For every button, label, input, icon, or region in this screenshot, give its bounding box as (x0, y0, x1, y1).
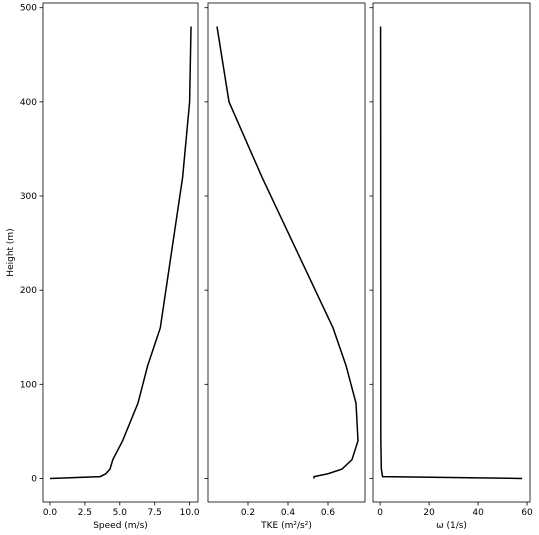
x-tick-label: 0 (377, 508, 383, 518)
profile-line (216, 26, 359, 479)
y-tick-label: 500 (20, 4, 37, 14)
x-axis-label: ω (1/s) (436, 521, 467, 531)
y-tick-label: 100 (20, 380, 37, 390)
y-tick-label: 0 (31, 474, 37, 484)
x-axis-label: TKE (m²/s²) (260, 521, 312, 531)
x-tick-label: 0.6 (321, 508, 336, 518)
profile-line (49, 26, 192, 480)
x-tick-label: 2.5 (78, 508, 92, 518)
y-tick-label: 300 (20, 192, 37, 202)
x-tick-label: 60 (521, 508, 533, 518)
x-tick-label: 5.0 (113, 508, 128, 518)
x-tick-label: 40 (472, 508, 484, 518)
axes-frame (372, 2, 531, 503)
profile-line (379, 26, 523, 480)
x-tick-label: 0.4 (281, 508, 296, 518)
x-tick-label: 0.0 (43, 508, 58, 518)
x-tick-label: 0.2 (241, 508, 255, 518)
x-axis-label: Speed (m/s) (93, 521, 148, 531)
x-tick-label: 7.5 (148, 508, 162, 518)
y-tick-label: 400 (20, 98, 37, 108)
axes-frame (207, 2, 366, 503)
y-axis-label: Height (m) (6, 228, 16, 276)
x-tick-label: 20 (423, 508, 435, 518)
x-tick-label: 10.0 (180, 508, 200, 518)
axes-frame (42, 2, 199, 503)
y-tick-label: 200 (20, 286, 37, 296)
